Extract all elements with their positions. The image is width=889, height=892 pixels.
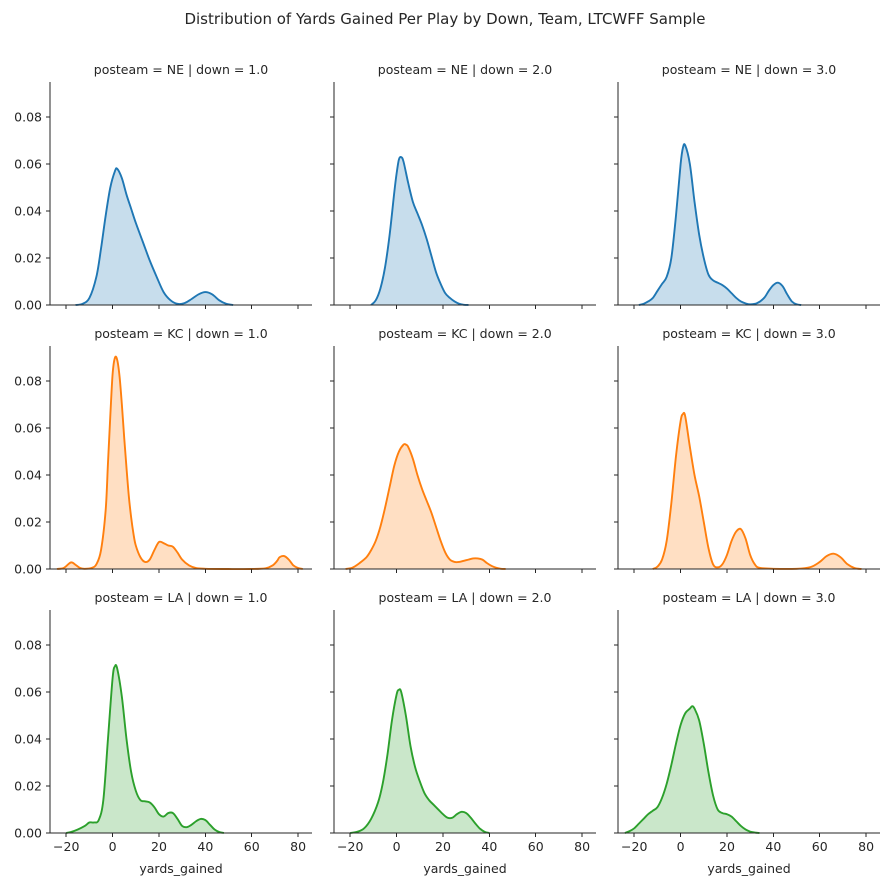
density-line (370, 155, 469, 306)
y-tick-label: 0.02 (14, 251, 42, 266)
x-tick-label: −20 (53, 839, 79, 854)
density-line (652, 411, 862, 570)
y-tick-label: 0.06 (14, 157, 42, 172)
y-tick-label: 0.08 (14, 110, 42, 125)
density-line (66, 664, 225, 834)
y-tick-label: 0.02 (14, 779, 42, 794)
y-tick-label: 0.02 (14, 515, 42, 530)
panel-title: posteam = KC | down = 3.0 (662, 326, 835, 341)
y-tick-label: 0.00 (14, 298, 42, 313)
x-tick-label: 0 (109, 839, 117, 854)
x-tick-label: 40 (765, 839, 781, 854)
y-tick-label: 0.00 (14, 562, 42, 577)
density-area (638, 144, 802, 305)
x-tick-label: 80 (574, 839, 590, 854)
panels-layer: posteam = NE | down = 1.0 0.00 0.02 0.04 0.0… (14, 62, 880, 876)
density-area (66, 664, 224, 833)
x-tick-label: 60 (244, 839, 260, 854)
facet-panel-kc-down-3-0: posteam = KC | down = 3.0 (614, 326, 880, 573)
density-area (371, 156, 469, 305)
y-tick-label: 0.08 (14, 374, 42, 389)
panel-title: posteam = NE | down = 1.0 (94, 62, 268, 77)
density-line (345, 443, 506, 570)
facet-panel-ne-down-2-0: posteam = NE | down = 2.0 (330, 62, 596, 309)
panel-title: posteam = NE | down = 2.0 (378, 62, 552, 77)
x-tick-label: 60 (812, 839, 828, 854)
y-tick-label: 0.06 (14, 421, 42, 436)
facet-panel-ne-down-3-0: posteam = NE | down = 3.0 (614, 62, 880, 309)
y-tick-label: 0.04 (14, 468, 42, 483)
panel-title: posteam = KC | down = 2.0 (378, 326, 551, 341)
x-axis-label: yards_gained (707, 861, 790, 876)
density-line (56, 355, 303, 571)
panel-title: posteam = LA | down = 1.0 (95, 590, 268, 605)
density-line (638, 143, 802, 306)
x-tick-label: 60 (528, 839, 544, 854)
x-tick-label: 40 (197, 839, 213, 854)
x-tick-label: 0 (677, 839, 685, 854)
density-area (624, 706, 760, 833)
x-axis-label: yards_gained (423, 861, 506, 876)
x-tick-label: 20 (435, 839, 451, 854)
x-axis-label: yards_gained (139, 861, 222, 876)
facet-panel-la-down-1-0: posteam = LA | down = 1.0 0.00 0.02 0.04 0.0… (14, 590, 312, 876)
density-line (624, 705, 760, 834)
x-tick-label: 40 (481, 839, 497, 854)
x-tick-label: −20 (621, 839, 647, 854)
facet-panel-la-down-2-0: posteam = LA | down = 2.0 −20 0 20 40 60 80 yar… (330, 590, 596, 876)
panel-title: posteam = NE | down = 3.0 (662, 62, 836, 77)
panel-title: posteam = KC | down = 1.0 (94, 326, 267, 341)
density-line (350, 688, 490, 834)
y-tick-label: 0.00 (14, 826, 42, 841)
y-tick-label: 0.04 (14, 204, 42, 219)
y-tick-label: 0.08 (14, 638, 42, 653)
x-tick-label: 80 (290, 839, 306, 854)
facet-panel-ne-down-1-0: posteam = NE | down = 1.0 0.00 0.02 0.04 0.0… (14, 62, 312, 313)
y-tick-label: 0.04 (14, 732, 42, 747)
density-area (652, 412, 862, 569)
panel-title: posteam = LA | down = 3.0 (663, 590, 836, 605)
facet-panel-kc-down-2-0: posteam = KC | down = 2.0 (330, 326, 596, 573)
x-tick-label: 80 (858, 839, 874, 854)
density-area (56, 356, 303, 570)
x-tick-label: 0 (393, 839, 401, 854)
facet-panel-kc-down-1-0: posteam = KC | down = 1.0 0.00 0.02 0.04 0.0… (14, 326, 312, 577)
y-tick-label: 0.06 (14, 685, 42, 700)
density-area (350, 689, 490, 833)
panel-title: posteam = LA | down = 2.0 (379, 590, 552, 605)
density-area (345, 443, 506, 569)
facet-panel-la-down-3-0: posteam = LA | down = 3.0 −20 0 20 40 60 80 yar… (614, 590, 880, 876)
x-tick-label: −20 (337, 839, 363, 854)
density-area (75, 168, 234, 305)
x-tick-label: 20 (719, 839, 735, 854)
chart-title: Distribution of Yards Gained Per Play by… (184, 10, 705, 28)
density-line (75, 167, 234, 306)
x-tick-label: 20 (151, 839, 167, 854)
